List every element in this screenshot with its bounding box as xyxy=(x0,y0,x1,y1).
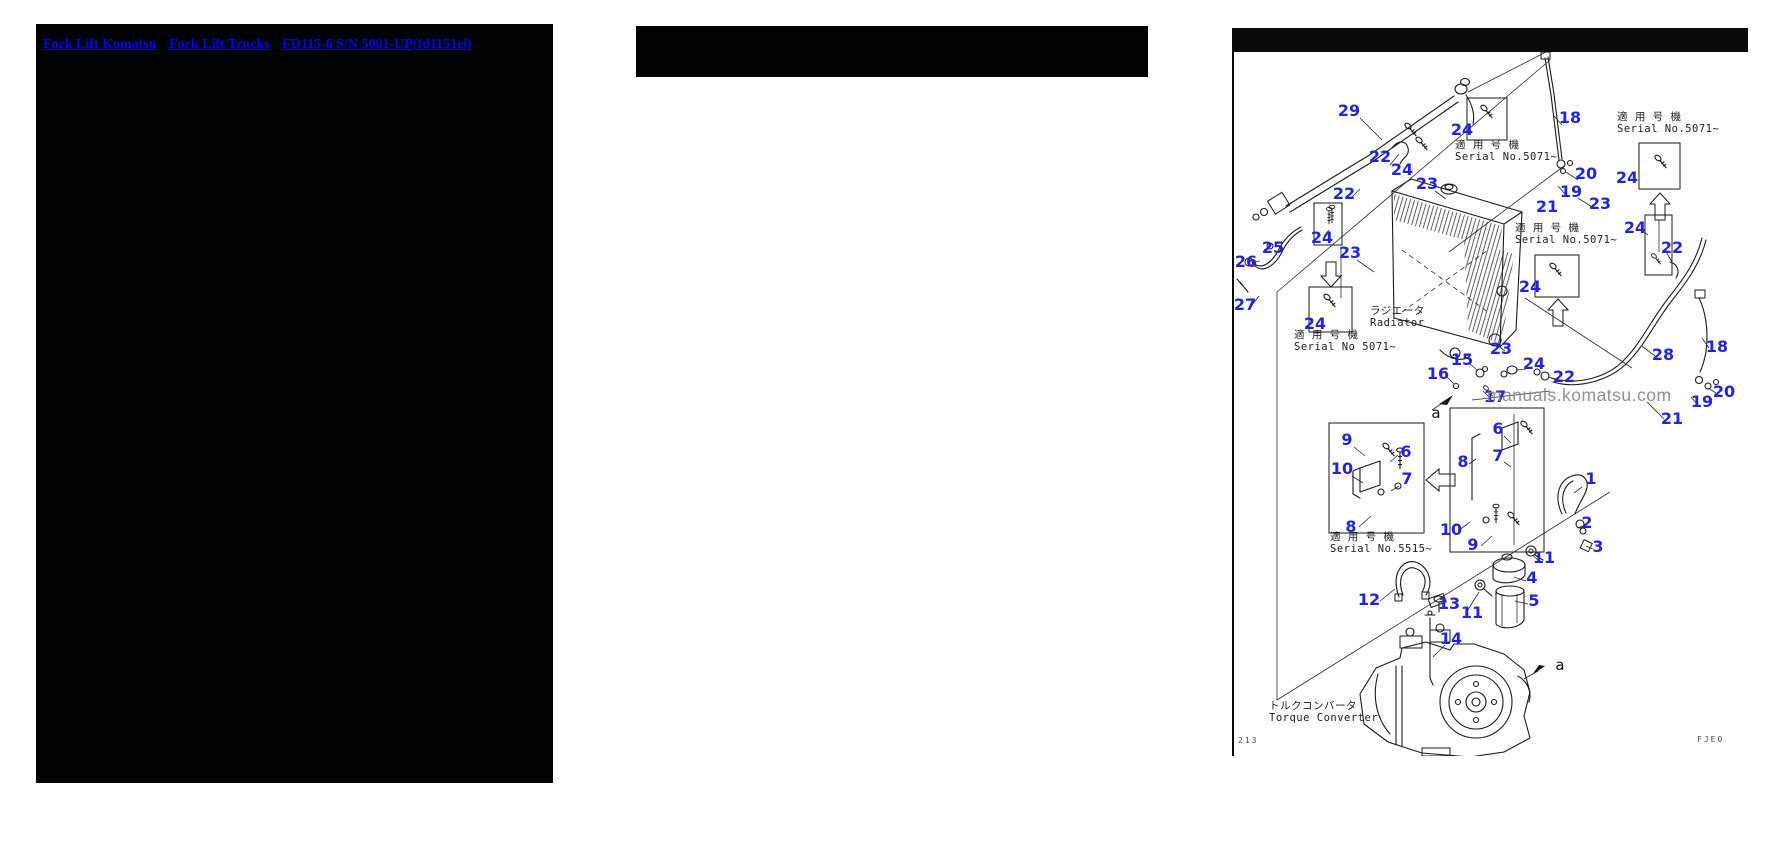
page-code-left: 213 xyxy=(1238,736,1259,745)
top-fittings-drawing xyxy=(1328,121,1428,298)
part-callout-19: 19 xyxy=(1560,182,1582,201)
part-callout-6: 6 xyxy=(1400,442,1411,461)
part-callout-7: 7 xyxy=(1492,446,1503,465)
part-callout-21: 21 xyxy=(1661,409,1683,428)
annotation-text: Serial No 5071~ xyxy=(1294,341,1396,353)
part-callout-11: 11 xyxy=(1461,603,1483,622)
part-callout-24: 24 xyxy=(1519,277,1541,296)
bracket-group-right-drawing xyxy=(1471,414,1533,545)
annotation-text: Radiator xyxy=(1370,317,1425,329)
torque-converter-drawing xyxy=(1359,623,1545,756)
part-callout-20: 20 xyxy=(1713,382,1735,401)
part-callout-23: 23 xyxy=(1490,339,1512,358)
breadcrumb-link-brand[interactable]: Fork Lift Komatsu xyxy=(43,37,157,52)
part-callout-6: 6 xyxy=(1492,419,1503,438)
part-callout-24: 24 xyxy=(1624,218,1646,237)
part-callout-26: 26 xyxy=(1235,252,1257,271)
header-banner xyxy=(636,26,1148,77)
annotation-text: Serial No.5071~ xyxy=(1515,234,1617,246)
part-callout-9: 9 xyxy=(1467,535,1478,554)
part-callout-24: 24 xyxy=(1391,160,1413,179)
part-callout-18: 18 xyxy=(1559,108,1581,127)
part-callout-28: 28 xyxy=(1652,345,1674,364)
part-callout-12: 12 xyxy=(1358,590,1380,609)
sheet-outline xyxy=(1276,52,1611,701)
breadcrumb-link-model[interactable]: FD115-6 S/N 5001-UP(fd1151el) xyxy=(282,37,472,52)
part-callout-24: 24 xyxy=(1451,120,1473,139)
part-callout-11: 11 xyxy=(1533,548,1555,567)
part-callout-8: 8 xyxy=(1345,517,1356,536)
part-callout-23: 23 xyxy=(1339,243,1361,262)
page-code-right: FJE0 xyxy=(1697,735,1725,744)
part-callout-29: 29 xyxy=(1338,101,1360,120)
part-callout-8: 8 xyxy=(1457,452,1468,471)
part-callout-27: 27 xyxy=(1234,295,1256,314)
part-callout-16: 16 xyxy=(1427,364,1449,383)
part-callout-5: 5 xyxy=(1528,591,1539,610)
part-callout-24: 24 xyxy=(1616,168,1638,187)
part-callout-7: 7 xyxy=(1401,469,1412,488)
annotation-text: 適 用 号 機 xyxy=(1617,110,1681,123)
page-top-bar xyxy=(1234,28,1748,52)
part-callout-9: 9 xyxy=(1341,430,1352,449)
annotation-text: 適 用 号 機 xyxy=(1515,221,1579,234)
part-callout-24: 24 xyxy=(1523,354,1545,373)
hose-25-26-27-drawing xyxy=(1236,226,1303,293)
part-callout-2: 2 xyxy=(1581,513,1592,532)
annotation-text: Torque Converter xyxy=(1269,712,1378,724)
annotation-text: Serial No.5515~ xyxy=(1330,543,1432,555)
variant-boxes xyxy=(1308,97,1681,553)
view-letter: a xyxy=(1555,656,1564,674)
mid-fittings-drawing xyxy=(1431,365,1494,411)
part-callout-22: 22 xyxy=(1661,238,1683,257)
annotation-text: Serial No.5071~ xyxy=(1617,123,1719,135)
part-callout-17: 17 xyxy=(1484,387,1506,406)
breadcrumb-link-category[interactable]: Fork Lift Trucks xyxy=(169,37,270,52)
breadcrumb: Fork Lift Komatsu Fork Lift Trucks FD115… xyxy=(36,24,553,54)
part-callout-23: 23 xyxy=(1416,174,1438,193)
part-callout-24: 24 xyxy=(1311,228,1333,247)
part-callout-15: 15 xyxy=(1451,350,1473,369)
part-callout-1: 1 xyxy=(1585,469,1596,488)
annotation-text: 適 用 号 機 xyxy=(1330,530,1394,543)
part-callout-25: 25 xyxy=(1262,238,1284,257)
small-parts-drawing xyxy=(1394,474,1593,686)
part-callout-19: 19 xyxy=(1691,392,1713,411)
variant-arrows xyxy=(1319,192,1672,493)
watermark: manuals.komatsu.com xyxy=(1487,385,1672,405)
part-callout-14: 14 xyxy=(1440,629,1462,648)
part-callout-21: 21 xyxy=(1536,197,1558,216)
bracket-group-left-drawing xyxy=(1352,441,1404,499)
pipe-29-drawing xyxy=(1252,77,1475,221)
view-letter: a xyxy=(1431,404,1440,422)
part-callout-22: 22 xyxy=(1553,367,1575,386)
part-callout-10: 10 xyxy=(1440,520,1462,539)
tube-18-top-drawing xyxy=(1540,52,1574,175)
part-callout-18: 18 xyxy=(1706,337,1728,356)
annotation-text: Serial No.5071~ xyxy=(1455,151,1557,163)
leader-lines xyxy=(1251,115,1717,658)
part-callout-10: 10 xyxy=(1331,459,1353,478)
part-callout-20: 20 xyxy=(1575,164,1597,183)
annotation-text: ラジエータ xyxy=(1370,305,1425,317)
oil-filter-drawing xyxy=(1492,553,1526,629)
annotation-text: 適 用 号 機 xyxy=(1294,328,1358,341)
part-callout-4: 4 xyxy=(1526,568,1537,587)
part-callout-22: 22 xyxy=(1369,147,1391,166)
parts-diagram-page: 29 22 24 24 18 20 19 21 23 24 24 22 23 22 24 23 25 26 27 24… xyxy=(1232,28,1748,756)
part-callout-22: 22 xyxy=(1333,184,1355,203)
hose-28-18-drawing xyxy=(1500,237,1720,390)
left-frame-panel: Fork Lift Komatsu Fork Lift Trucks FD115… xyxy=(36,24,553,783)
part-callout-24: 24 xyxy=(1304,314,1326,333)
part-callout-13: 13 xyxy=(1438,594,1460,613)
annotation-text: 適 用 号 機 xyxy=(1455,138,1519,151)
annotation-text: トルクコンバータ xyxy=(1269,700,1357,712)
radiator-drawing xyxy=(1391,178,1523,360)
part-callout-3: 3 xyxy=(1592,537,1603,556)
part-callout-23: 23 xyxy=(1589,194,1611,213)
